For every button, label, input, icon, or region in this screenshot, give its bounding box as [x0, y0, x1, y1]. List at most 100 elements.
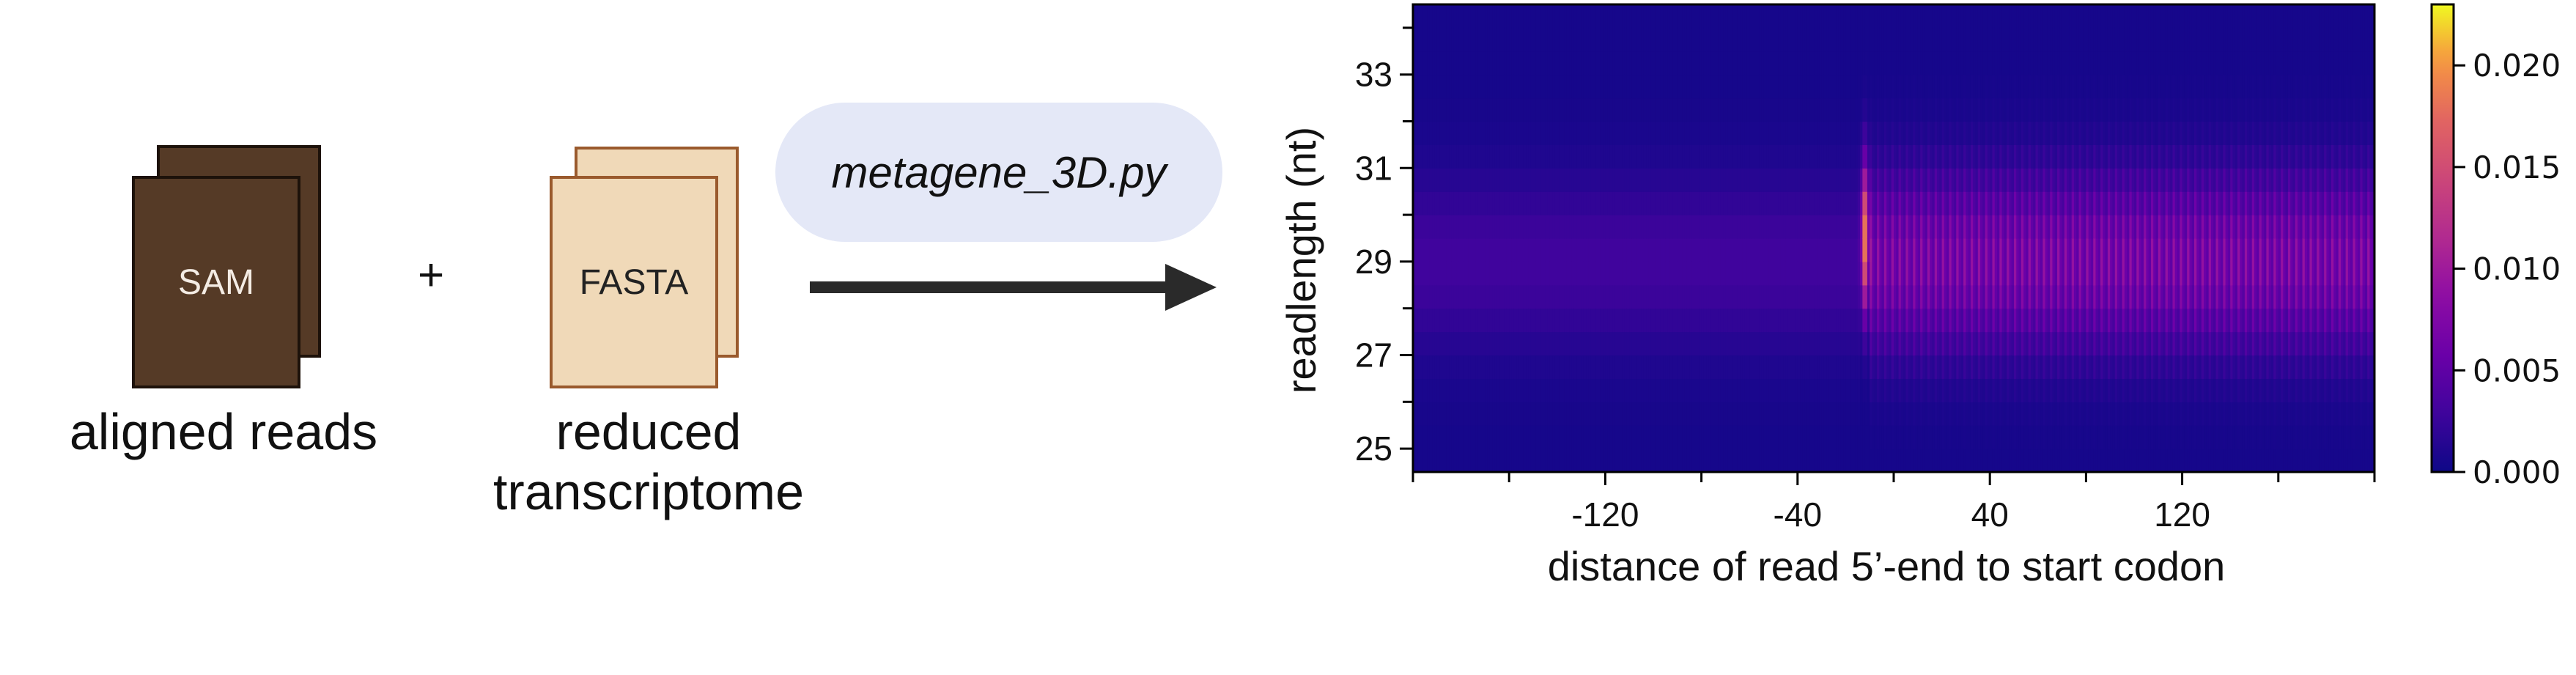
heatmap-cell: [1727, 27, 1731, 52]
heatmap-cell: [1787, 27, 1791, 52]
heatmap-cell: [1581, 402, 1584, 426]
heatmap-cell: [1603, 27, 1606, 52]
heatmap-cell: [1766, 121, 1770, 145]
heatmap-cell: [1603, 402, 1606, 426]
heatmap-cell: [1966, 378, 1969, 402]
heatmap-cell: [1477, 355, 1481, 379]
heatmap-cell: [1643, 121, 1647, 145]
heatmap-cell: [1523, 121, 1527, 145]
heatmap-cell: [1754, 449, 1757, 473]
heatmap-cell: [1468, 74, 1472, 99]
heatmap-cell: [1980, 261, 1983, 286]
heatmap-cell: [2004, 425, 2007, 449]
heatmap-cell: [1809, 4, 1813, 29]
heatmap-cell: [1636, 355, 1639, 379]
heatmap-cell: [1470, 378, 1474, 402]
heatmap-cell: [1571, 284, 1575, 309]
heatmap-cell: [1588, 378, 1592, 402]
heatmap-cell: [1612, 449, 1616, 473]
heatmap-cell: [1518, 191, 1522, 215]
heatmap-cell: [2007, 308, 2010, 333]
heatmap-cell: [1689, 402, 1693, 426]
heatmap-cell: [1749, 425, 1753, 449]
heatmap-cell: [1752, 308, 1755, 333]
heatmap-cell: [1749, 97, 1753, 122]
heatmap-cell: [1530, 27, 1534, 52]
heatmap-cell: [1937, 331, 1940, 356]
heatmap-cell: [1768, 191, 1772, 215]
heatmap-cell: [1463, 121, 1466, 145]
heatmap-cell: [1834, 191, 1837, 215]
heatmap-cell: [1631, 449, 1635, 473]
heatmap-cell: [1641, 97, 1645, 122]
heatmap-cell: [1499, 74, 1502, 99]
heatmap-cell: [1598, 378, 1601, 402]
heatmap-cell: [1663, 27, 1666, 52]
heatmap-cell: [1496, 449, 1500, 473]
heatmap-cell: [1502, 144, 1505, 169]
heatmap-cell: [1809, 402, 1813, 426]
heatmap-cell: [1723, 121, 1726, 145]
heatmap-cell: [1960, 331, 1964, 356]
heatmap-cell: [1439, 168, 1442, 192]
heatmap-cell: [1672, 378, 1676, 402]
heatmap-cell: [1797, 51, 1801, 75]
heatmap-cell: [1985, 355, 1988, 379]
heatmap-cell: [1746, 378, 1750, 402]
heatmap-cell: [1992, 261, 1996, 286]
heatmap-cell: [1425, 191, 1428, 215]
heatmap-cell: [1793, 238, 1796, 262]
heatmap-cell: [1453, 27, 1457, 52]
heatmap-cell: [1780, 191, 1784, 215]
heatmap-cell: [1526, 261, 1529, 286]
heatmap-cell: [1699, 331, 1702, 356]
heatmap-cell: [1456, 355, 1459, 379]
heatmap-cell: [1802, 378, 1806, 402]
heatmap-cell: [1982, 261, 1986, 286]
heatmap-cell: [1937, 402, 1940, 426]
heatmap-cell: [1427, 308, 1431, 333]
heatmap-cell: [1877, 215, 1880, 239]
heatmap-cell: [1819, 449, 1823, 473]
heatmap-cell: [1581, 74, 1584, 99]
heatmap-cell: [1795, 27, 1798, 52]
heatmap-cell: [1586, 27, 1590, 52]
heatmap-cell: [1496, 215, 1500, 239]
heatmap-cell: [1823, 97, 1827, 122]
heatmap-cell: [1749, 308, 1753, 333]
heatmap-cell: [1581, 331, 1584, 356]
heatmap-cell: [1588, 144, 1592, 169]
heatmap-cell: [1496, 4, 1500, 29]
heatmap-cell: [1691, 308, 1695, 333]
heatmap-cell: [1877, 308, 1880, 333]
heatmap-cell: [1927, 215, 1930, 239]
heatmap-cell: [1612, 144, 1616, 169]
heatmap-cell: [1836, 74, 1839, 99]
heatmap-cell: [1864, 449, 1868, 473]
heatmap-cell: [1732, 74, 1736, 99]
heatmap-cell: [1828, 121, 1832, 145]
heatmap-cell: [1828, 238, 1832, 262]
heatmap-cell: [1521, 402, 1524, 426]
heatmap-cell: [1826, 27, 1830, 52]
heatmap-cell: [1535, 97, 1539, 122]
heatmap-cell: [1677, 378, 1680, 402]
heatmap-cell: [1636, 4, 1639, 29]
heatmap-cell: [1999, 168, 2003, 192]
heatmap-cell: [1677, 308, 1680, 333]
heatmap-cell: [1552, 74, 1556, 99]
heatmap-cell: [1850, 97, 1853, 122]
heatmap-cell: [1634, 402, 1637, 426]
heatmap-cell: [1480, 51, 1483, 75]
heatmap-cell: [1658, 4, 1661, 29]
heatmap-cell: [1754, 144, 1757, 169]
heatmap-cell: [1783, 284, 1786, 309]
heatmap-cell: [1588, 449, 1592, 473]
heatmap-cell: [1939, 238, 1943, 262]
heatmap-cell: [1631, 27, 1635, 52]
heatmap-cell: [1535, 51, 1539, 75]
heatmap-cell: [1449, 284, 1453, 309]
heatmap-cell: [1737, 4, 1741, 29]
heatmap-cell: [1509, 261, 1513, 286]
heatmap-cell: [1487, 355, 1491, 379]
